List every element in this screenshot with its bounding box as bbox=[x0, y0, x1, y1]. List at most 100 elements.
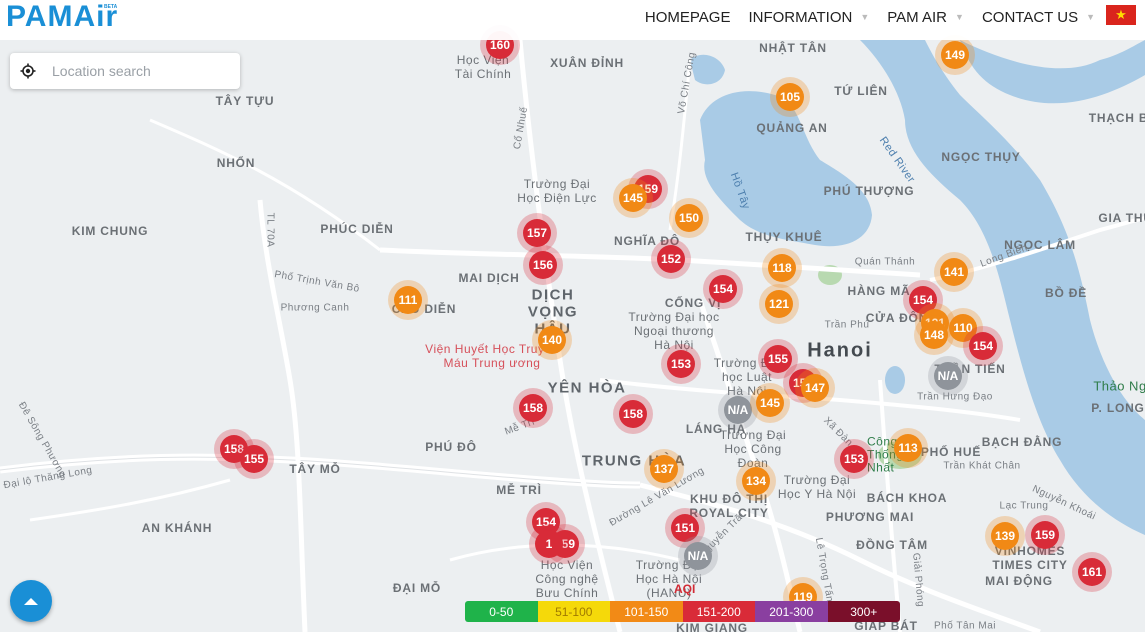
place-label: QUẢNG AN bbox=[756, 121, 828, 135]
place-label: KIM GIANG bbox=[676, 621, 748, 632]
aqi-marker[interactable]: 157 bbox=[517, 213, 557, 253]
nav-pam-air[interactable]: PAM AIR ▼ bbox=[887, 8, 964, 26]
aqi-marker[interactable]: 105 bbox=[770, 77, 810, 117]
aqi-marker[interactable]: N/A bbox=[678, 536, 718, 576]
scroll-to-top-button[interactable] bbox=[10, 580, 52, 622]
aqi-marker[interactable]: 154 bbox=[963, 326, 1003, 366]
vietnam-flag-icon[interactable]: ★ bbox=[1106, 5, 1136, 25]
nav-contact-us[interactable]: CONTACT US ▼ bbox=[981, 8, 1095, 26]
place-label: Hanoi bbox=[807, 339, 873, 362]
aqi-legend: 0-50 51-100 101-150 151-200 201-300 300+ bbox=[465, 601, 900, 622]
place-label: ĐỒNG TÂM bbox=[856, 538, 928, 552]
poi-label: Viện Huyết Học Truyền Máu Trung ương bbox=[425, 342, 559, 370]
place-label: MỄ TRÌ bbox=[496, 483, 542, 497]
aqi-marker[interactable]: 145 bbox=[750, 383, 790, 423]
legend-usg: 101-150 bbox=[610, 601, 683, 622]
place-label: YÊN HÒA bbox=[547, 379, 627, 397]
aqi-marker[interactable]: 152 bbox=[651, 239, 691, 279]
place-label: PHÚ THƯỢNG bbox=[823, 184, 915, 198]
place-label: HÀNG MÃ bbox=[847, 284, 911, 298]
aqi-marker[interactable]: 150 bbox=[669, 198, 709, 238]
legend-moderate: 51-100 bbox=[537, 601, 610, 622]
place-label: NHẬT TÂN bbox=[759, 41, 827, 55]
place-label: PHỐ HUẾ bbox=[920, 445, 982, 459]
aqi-marker[interactable]: 140 bbox=[532, 320, 572, 360]
nav-homepage[interactable]: HOMEPAGE bbox=[644, 8, 731, 26]
poi-label: Trường Đại Học Điện Lực bbox=[517, 177, 597, 205]
aqi-marker[interactable]: 134 bbox=[736, 461, 776, 501]
legend-unhealthy: 151-200 bbox=[682, 601, 755, 622]
place-label: TÂY TỰU bbox=[215, 94, 275, 108]
place-label: TỨ LIÊN bbox=[834, 84, 888, 98]
location-search-box bbox=[10, 53, 240, 89]
beta-badge: BETA bbox=[104, 4, 118, 10]
place-label: NGỌC THỤY bbox=[941, 150, 1021, 164]
aqi-marker[interactable]: 141 bbox=[934, 252, 974, 292]
aqi-marker[interactable]: 153 bbox=[834, 439, 874, 479]
aqi-marker[interactable]: 153 bbox=[661, 344, 701, 384]
aqi-marker[interactable]: 111 bbox=[388, 280, 428, 320]
place-label: XUÂN ĐỈNH bbox=[550, 56, 624, 70]
street-label: Trần Khát Chân bbox=[943, 460, 1021, 472]
place-label: KIM CHUNG bbox=[71, 224, 149, 238]
street-label: Quán Thánh bbox=[854, 256, 916, 268]
chevron-down-icon: ▼ bbox=[860, 12, 870, 22]
chevron-down-icon: ▼ bbox=[955, 12, 964, 22]
aqi-marker[interactable]: 156 bbox=[523, 245, 563, 285]
place-label: NHỔN bbox=[216, 156, 256, 170]
aqi-marker[interactable]: 161 bbox=[1072, 552, 1112, 592]
aqi-marker[interactable]: 148 bbox=[914, 315, 954, 355]
search-input[interactable] bbox=[50, 62, 234, 80]
legend-title: AQI bbox=[674, 582, 696, 596]
arrow-up-icon bbox=[24, 597, 38, 605]
place-label: MAI DỊCH bbox=[458, 271, 520, 285]
place-label: BÁCH KHOA bbox=[866, 491, 948, 505]
street-label: Lạc Trung bbox=[999, 500, 1049, 512]
pamair-logo[interactable]: PAMAir bbox=[6, 0, 119, 33]
aqi-marker[interactable]: 149 bbox=[935, 35, 975, 75]
legend-hazardous: 300+ bbox=[827, 601, 900, 622]
aqi-marker[interactable]: N/A bbox=[718, 390, 758, 430]
locate-icon[interactable] bbox=[20, 63, 36, 79]
place-label: THẠCH BÀN bbox=[1088, 111, 1145, 125]
aqi-marker[interactable]: 137 bbox=[644, 449, 684, 489]
top-navbar: PAMAir BETA HOMEPAGE INFORMATION ▼ PAM AI… bbox=[0, 0, 1145, 40]
main-nav: HOMEPAGE INFORMATION ▼ PAM AIR ▼ CONTACT U… bbox=[627, 0, 1095, 34]
aqi-marker[interactable]: 121 bbox=[759, 284, 799, 324]
place-label: GIA THỤY bbox=[1098, 211, 1145, 225]
place-label: P. LONG bbox=[1091, 401, 1145, 415]
aqi-marker[interactable]: 159 bbox=[1025, 515, 1065, 555]
aqi-marker[interactable]: 154 bbox=[703, 269, 743, 309]
poi-label: Trường Đại Học Y Hà Nội bbox=[777, 473, 857, 501]
street-label: Phố Tân Mai bbox=[933, 620, 997, 632]
aqi-marker[interactable]: 155 bbox=[234, 439, 274, 479]
place-label: TÂY MỖ bbox=[289, 462, 341, 476]
aqi-marker[interactable]: 113 bbox=[888, 428, 928, 468]
legend-very-unhealthy: 201-300 bbox=[755, 601, 828, 622]
place-label: NGỌC LÂM bbox=[1004, 238, 1076, 252]
place-label: Thảo Ng bbox=[1093, 378, 1145, 394]
place-label: THỤY KHUÊ bbox=[745, 230, 823, 244]
aqi-marker[interactable]: 158 bbox=[513, 388, 553, 428]
aqi-marker[interactable]: 118 bbox=[762, 248, 802, 288]
aqi-marker[interactable]: 158 bbox=[613, 394, 653, 434]
aqi-marker[interactable]: 1 bbox=[529, 524, 569, 564]
street-label: Phương Canh bbox=[280, 302, 350, 314]
aqi-marker[interactable]: N/A bbox=[928, 356, 968, 396]
place-label: MAI ĐỘNG bbox=[985, 574, 1053, 588]
legend-good: 0-50 bbox=[465, 601, 538, 622]
aqi-marker[interactable]: 145 bbox=[613, 178, 653, 218]
place-label: AN KHÁNH bbox=[141, 521, 213, 535]
street-label: Trần Hưng Đạo bbox=[917, 391, 993, 403]
chevron-down-icon: ▼ bbox=[1086, 12, 1095, 22]
street-label: TL 70A bbox=[264, 212, 276, 248]
place-label: PHÚ ĐÔ bbox=[425, 440, 477, 454]
place-label: BẠCH ĐẰNG bbox=[981, 435, 1063, 449]
aqi-marker[interactable]: 147 bbox=[795, 368, 835, 408]
aqi-marker[interactable]: 139 bbox=[985, 516, 1025, 556]
poi-label: Học Viện Công nghệ Bưu Chính bbox=[535, 558, 599, 600]
place-label: BỒ ĐỀ bbox=[1044, 286, 1088, 300]
street-label: Trần Phú bbox=[824, 319, 870, 331]
nav-information[interactable]: INFORMATION ▼ bbox=[748, 8, 870, 26]
